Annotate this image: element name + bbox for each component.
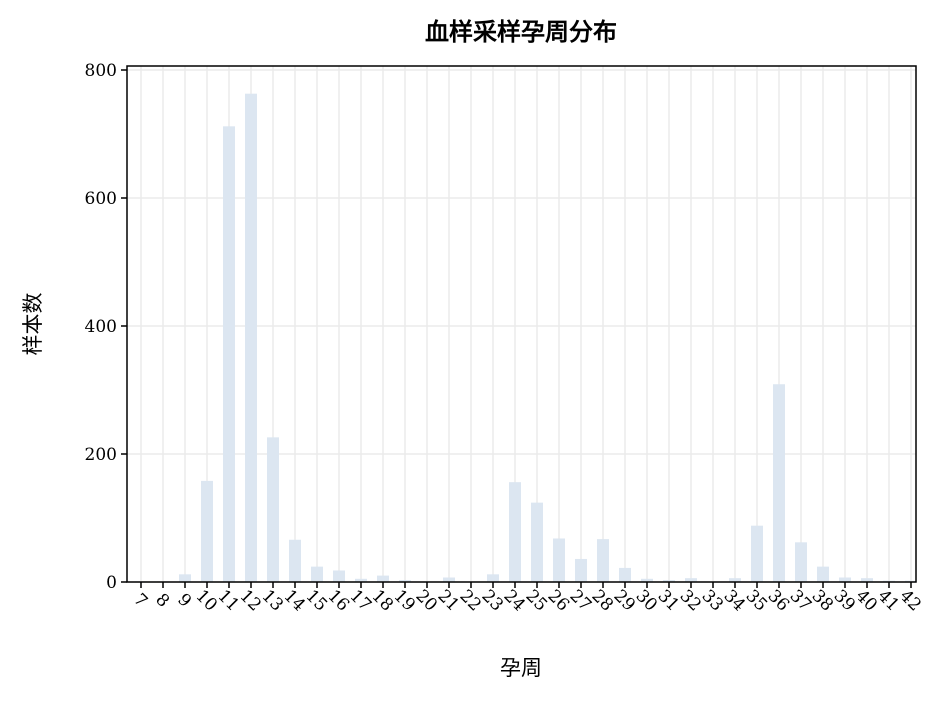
bar-29 xyxy=(619,567,631,582)
bar-21 xyxy=(443,577,455,582)
bar-18 xyxy=(377,575,389,582)
y-axis-label: 样本数 xyxy=(21,293,45,356)
bar-10 xyxy=(201,480,213,582)
bar-13 xyxy=(267,437,279,582)
bar-39 xyxy=(839,577,851,582)
bar-19 xyxy=(399,580,411,582)
bar-25 xyxy=(531,502,543,582)
y-tick-label: 800 xyxy=(85,61,117,81)
chart-title: 血样采样孕周分布 xyxy=(425,17,617,46)
bar-11 xyxy=(223,126,235,582)
bar-24 xyxy=(509,482,521,582)
y-tick-label: 200 xyxy=(85,445,117,465)
bar-layer xyxy=(135,93,917,583)
y-tick-label: 400 xyxy=(85,317,117,337)
x-axis-label: 孕周 xyxy=(500,656,542,680)
bar-40 xyxy=(861,578,873,582)
bar-9 xyxy=(179,574,191,582)
bar-27 xyxy=(575,558,587,582)
y-tick-label: 0 xyxy=(106,573,117,593)
bar-17 xyxy=(355,578,367,582)
bar-36 xyxy=(773,384,785,582)
bar-38 xyxy=(817,566,829,582)
bar-12 xyxy=(245,93,257,583)
y-tick-label: 600 xyxy=(85,189,117,209)
bar-32 xyxy=(685,578,697,582)
bar-16 xyxy=(333,570,345,582)
bar-26 xyxy=(553,538,565,582)
bar-35 xyxy=(751,525,763,582)
bar-15 xyxy=(311,566,323,582)
bar-28 xyxy=(597,539,609,582)
bar-14 xyxy=(289,539,301,582)
bar-23 xyxy=(487,574,499,582)
bar-34 xyxy=(729,578,741,582)
plot-frame xyxy=(126,65,917,583)
bar-31 xyxy=(663,580,675,582)
bar-30 xyxy=(641,578,653,582)
bar-37 xyxy=(795,542,807,582)
